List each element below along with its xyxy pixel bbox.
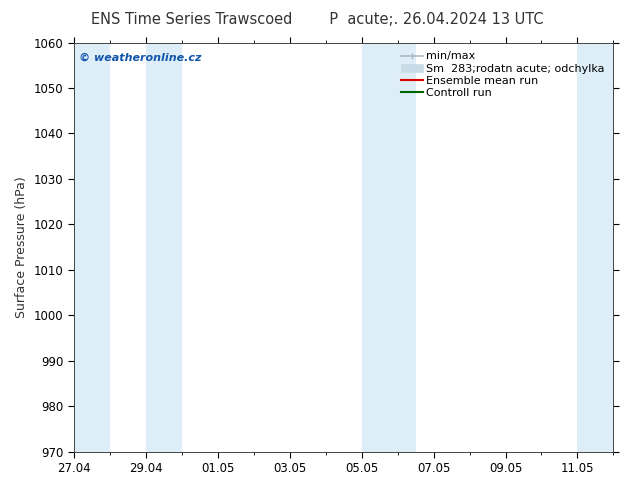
Bar (146, 43, 182, 452)
Legend: min/max, Sm  283;rodatn acute; odchylka, Ensemble mean run, Controll run: min/max, Sm 283;rodatn acute; odchylka, … (397, 48, 608, 101)
Text: ENS Time Series Trawscoed        P  acute;. 26.04.2024 13 UTC: ENS Time Series Trawscoed P acute;. 26.0… (91, 12, 543, 27)
Y-axis label: Surface Pressure (hPa): Surface Pressure (hPa) (15, 176, 28, 318)
Text: © weatheronline.cz: © weatheronline.cz (79, 53, 202, 63)
Bar (578, 43, 614, 452)
Bar (74, 43, 110, 452)
Bar (361, 43, 415, 452)
